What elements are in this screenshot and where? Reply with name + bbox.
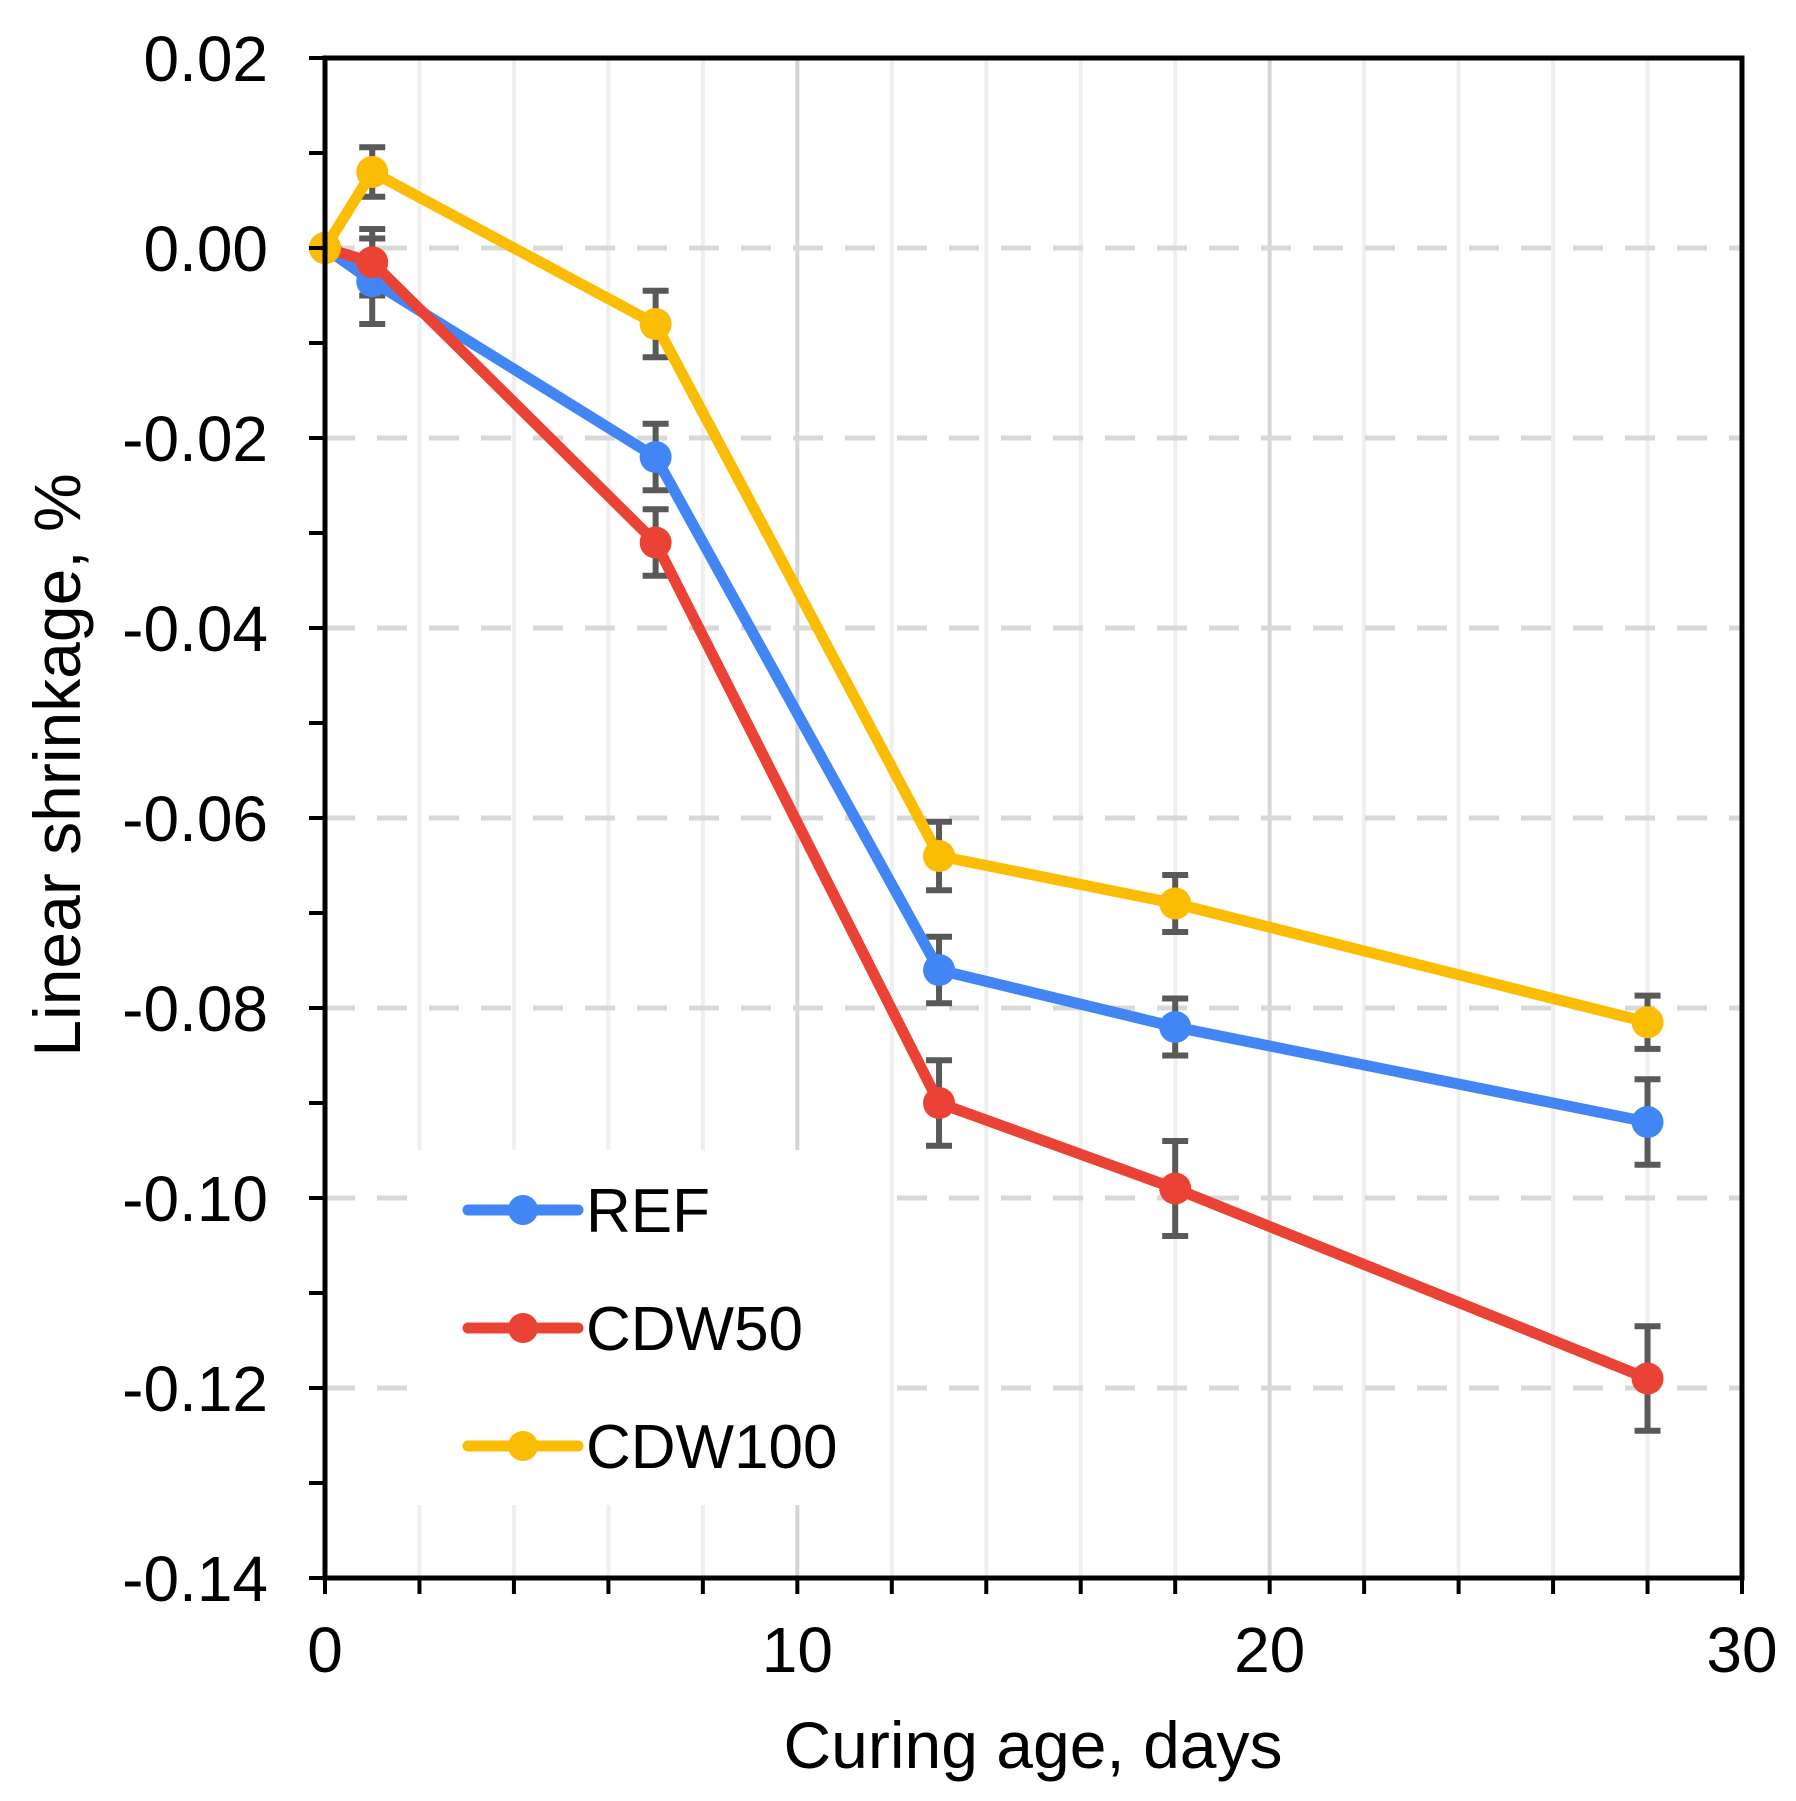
data-point-CDW100-day28	[1631, 1006, 1664, 1039]
data-point-REF-day28	[1631, 1106, 1664, 1138]
x-axis-title: Curing age, days	[784, 1708, 1283, 1782]
y-tick-label: -0.14	[122, 1543, 268, 1615]
y-tick-label: -0.02	[122, 403, 268, 475]
y-tick-label: 0.00	[143, 213, 268, 285]
x-tick-label: 0	[307, 1614, 343, 1686]
y-tick-label: -0.06	[122, 783, 268, 855]
legend-label-ref: REF	[586, 1177, 710, 1246]
y-axis-title: Linear shrinkage, %	[20, 473, 94, 1056]
legend-marker-cdw100	[508, 1431, 538, 1461]
y-tick-label: -0.08	[122, 973, 268, 1045]
data-point-CDW100-day13	[923, 840, 956, 872]
legend-label-cdw50: CDW50	[586, 1295, 803, 1364]
data-point-CDW50-day28	[1631, 1362, 1664, 1395]
legend-marker-cdw50	[508, 1313, 538, 1343]
y-tick-label: 0.02	[143, 23, 268, 95]
legend-label-cdw100: CDW100	[586, 1413, 838, 1482]
y-tick-label: -0.12	[122, 1353, 268, 1425]
legend-marker-ref	[508, 1195, 538, 1225]
data-point-CDW50-day13	[923, 1087, 956, 1119]
y-tick-label: -0.04	[122, 593, 268, 665]
data-point-REF-day13	[923, 954, 956, 986]
data-point-CDW50-day18	[1159, 1172, 1192, 1205]
x-tick-label: 20	[1234, 1614, 1305, 1686]
data-point-CDW100-day1	[356, 156, 389, 188]
legend-item-ref: REF	[462, 1177, 710, 1246]
y-tick-label: -0.10	[122, 1163, 268, 1235]
data-point-CDW100-day18	[1159, 887, 1192, 920]
x-tick-label: 30	[1706, 1614, 1777, 1686]
data-point-REF-day18	[1159, 1011, 1192, 1043]
legend-item-cdw100: CDW100	[462, 1413, 838, 1482]
legend-item-cdw50: CDW50	[462, 1295, 803, 1364]
data-point-CDW50-day1	[356, 246, 389, 279]
x-tick-label: 10	[762, 1614, 833, 1686]
data-point-REF-day7	[639, 441, 672, 473]
data-point-CDW100-day7	[639, 308, 672, 340]
data-point-CDW50-day7	[639, 526, 672, 559]
legend: REF CDW50 CDW100	[415, 1150, 885, 1505]
